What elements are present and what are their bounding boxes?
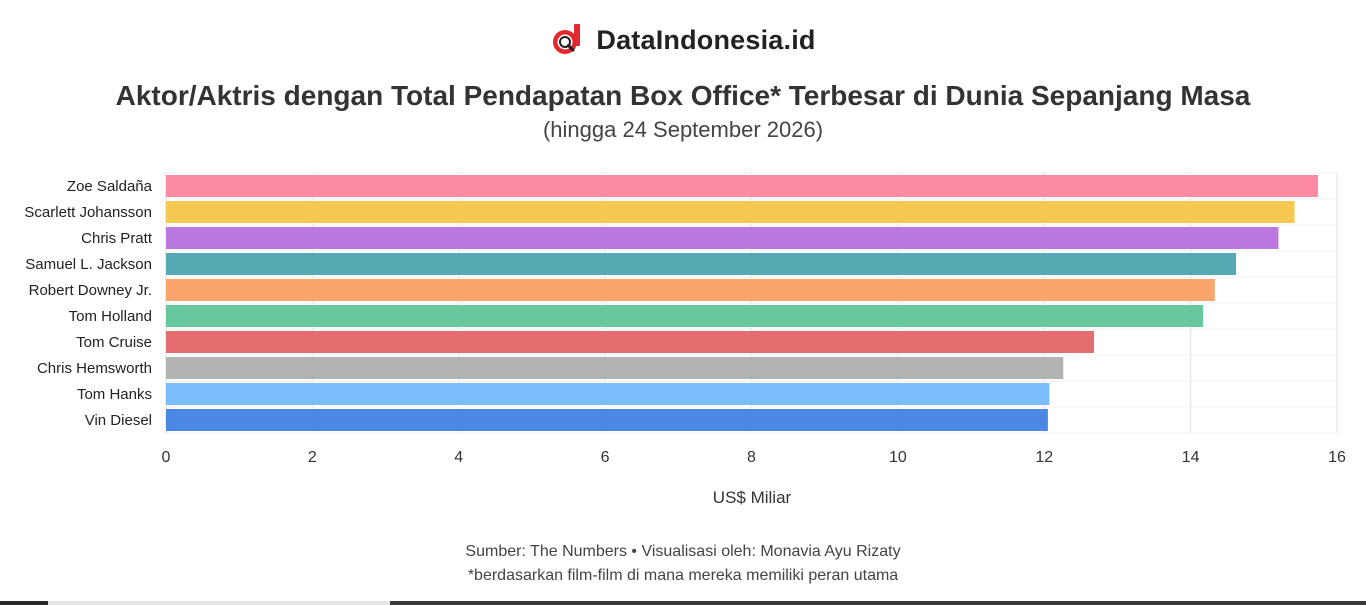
category-label: Chris Hemsworth (37, 360, 152, 377)
x-tick-label: 8 (747, 449, 756, 466)
bar (166, 305, 1204, 327)
category-labels: Zoe Saldaña Scarlett Johansson Chris Pratt… (24, 178, 152, 429)
x-tick-label: 16 (1328, 449, 1346, 466)
bars (166, 175, 1318, 431)
bottom-strip (0, 601, 1366, 605)
bar-chart: Zoe Saldaña Scarlett Johansson Chris Pratt… (24, 172, 1346, 507)
bar (166, 279, 1215, 301)
category-label: Robert Downey Jr. (29, 282, 152, 299)
bar (166, 201, 1295, 223)
bar (166, 383, 1050, 405)
brand-header: DataIndonesia.id (0, 22, 1366, 58)
x-tick-label: 6 (601, 449, 610, 466)
chart-title: Aktor/Aktris dengan Total Pendapatan Box… (115, 80, 1251, 111)
brand-name: DataIndonesia.id (596, 24, 816, 55)
category-label: Tom Cruise (76, 334, 152, 351)
x-tick-label: 0 (162, 449, 171, 466)
x-tick-label: 10 (889, 449, 907, 466)
category-label: Tom Holland (69, 308, 152, 325)
footnote: *berdasarkan film-film di mana mereka me… (467, 567, 899, 584)
category-label: Tom Hanks (77, 386, 152, 403)
x-axis-label: US$ Miliar (713, 488, 792, 507)
d-magnifier-logo-icon (553, 24, 581, 54)
chart-subtitle: (hingga 24 September 2026) (542, 117, 824, 142)
x-tick-label: 14 (1182, 449, 1200, 466)
category-label: Samuel L. Jackson (25, 256, 152, 273)
category-label: Scarlett Johansson (24, 204, 152, 221)
x-tick-label: 4 (454, 449, 463, 466)
x-tick-label: 2 (308, 449, 317, 466)
bar (166, 331, 1095, 353)
category-label: Chris Pratt (81, 230, 153, 247)
x-tick-labels: 0 2 4 6 8 10 12 14 16 (162, 449, 1346, 466)
source-credit: Sumber: The Numbers • Visualisasi oleh: … (465, 543, 901, 560)
x-tick-label: 12 (1035, 449, 1053, 466)
bar (166, 357, 1064, 379)
category-label: Vin Diesel (85, 412, 152, 429)
bar (166, 175, 1318, 197)
bar (166, 227, 1279, 249)
bar (166, 409, 1048, 431)
category-label: Zoe Saldaña (67, 178, 153, 195)
bar (166, 253, 1237, 275)
